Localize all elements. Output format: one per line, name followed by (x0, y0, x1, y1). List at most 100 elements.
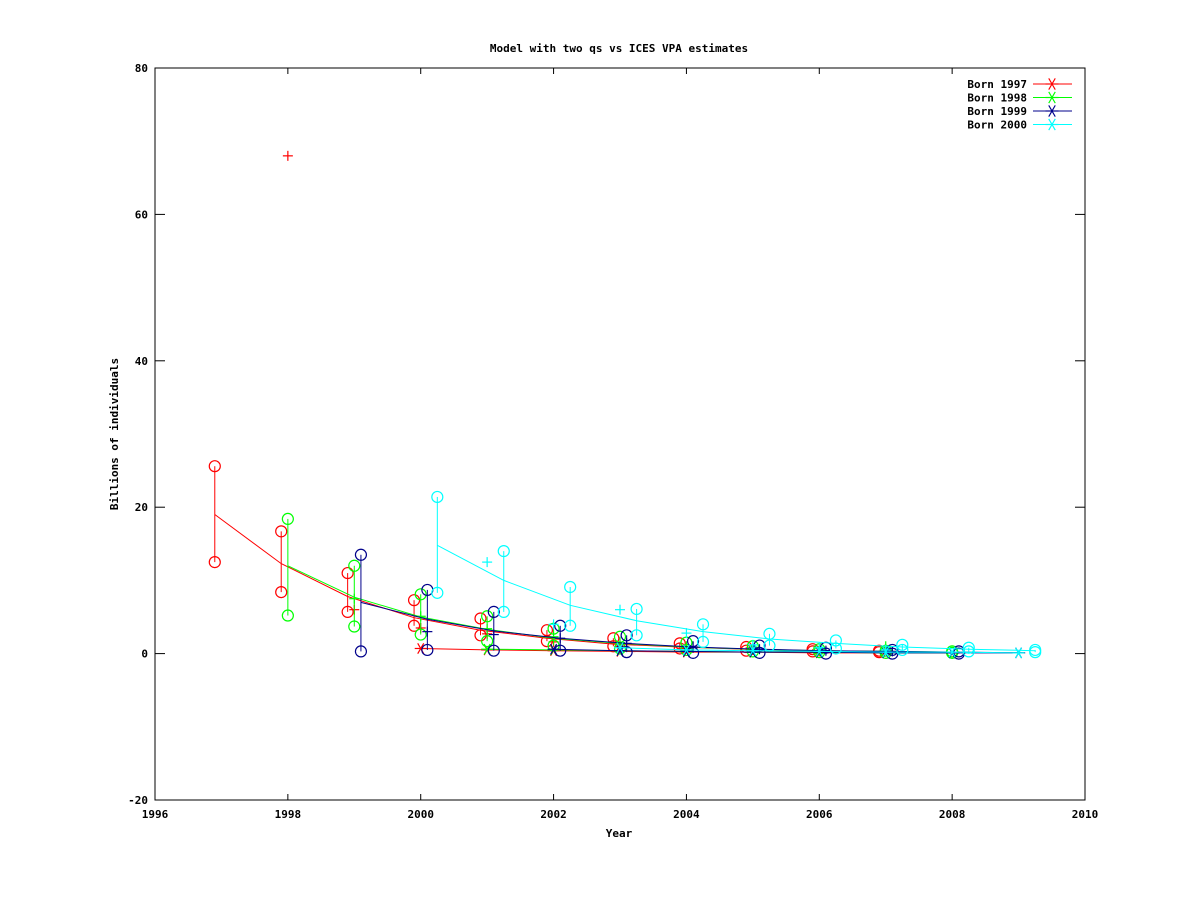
interval-high-circle (281, 512, 294, 526)
legend-swatch-star (1045, 78, 1059, 90)
star-arm (882, 646, 890, 658)
interval-low-circle (414, 628, 427, 641)
marker-line (553, 648, 1019, 654)
interval-low-circle (896, 643, 909, 657)
y-tick-label: 60 (135, 208, 148, 221)
interval-low-circle (348, 620, 361, 633)
interval-high-circle (554, 619, 567, 632)
star-arm (483, 643, 491, 655)
x-tick-label: 2010 (1072, 808, 1099, 821)
interval-high-circle (497, 545, 510, 558)
vpa-point (681, 628, 692, 639)
marker-line (420, 648, 886, 654)
y-tick-label: 80 (135, 62, 148, 75)
interval-high-circle (896, 638, 909, 651)
vpa-point (615, 604, 625, 615)
interval-high-circle (829, 634, 842, 647)
legend-label: Born 2000 (967, 119, 1027, 132)
vpa-point (621, 638, 632, 649)
interval-high-circle (1029, 643, 1042, 657)
interval-low-circle (962, 645, 975, 658)
legend-item: Born 2000 (967, 119, 1072, 132)
interval-high-circle (564, 580, 577, 594)
legend-item: Born 1997 (967, 78, 1072, 91)
star-arm (417, 642, 425, 654)
interval-high-circle (431, 490, 444, 504)
interval-low-circle (275, 586, 288, 599)
legend-item: Born 1999 (967, 105, 1072, 118)
interval-low-circle (354, 645, 368, 658)
star-marker (746, 646, 759, 658)
interval-low-circle (421, 643, 434, 657)
star-arm (616, 642, 624, 654)
interval-low-circle (208, 555, 221, 569)
x-tick-label: 2006 (806, 808, 833, 821)
interval-low-circle (407, 619, 421, 632)
vpa-point (747, 639, 758, 650)
interval-low-circle (564, 619, 577, 632)
x-tick-label: 2002 (540, 808, 567, 821)
x-tick-label: 2004 (673, 808, 700, 821)
y-tick-label: 20 (135, 501, 148, 514)
legend-label: Born 1998 (967, 92, 1027, 105)
interval-low-circle (281, 609, 294, 622)
star-marker (547, 643, 560, 655)
interval-high-circle (946, 645, 959, 658)
legend-item: Born 1998 (967, 92, 1072, 105)
plot-frame (154, 67, 1086, 801)
interval-high-circle (630, 602, 643, 616)
star-marker (879, 646, 892, 658)
interval-high-circle (962, 641, 975, 654)
star-arm (948, 646, 956, 658)
vpa-point (820, 645, 831, 656)
vpa-point (282, 150, 293, 161)
interval-high-circle (481, 610, 494, 623)
star-marker (680, 644, 693, 656)
star-arm (815, 645, 823, 657)
plot-area (208, 150, 1042, 660)
interval-low-circle (487, 644, 500, 657)
interval-high-circle (354, 548, 368, 561)
star-arm (1048, 91, 1056, 104)
interval-high-circle (208, 460, 221, 473)
vpa-point (349, 593, 360, 604)
x-tick-label: 1998 (275, 808, 302, 821)
star-arm (550, 643, 558, 655)
interval-high-circle (474, 612, 487, 625)
legend-swatch-star (1045, 91, 1059, 104)
vpa-point (422, 626, 433, 637)
y-axis-label: Billions of individuals (108, 358, 121, 510)
star-arm (682, 644, 690, 656)
star-arm (749, 645, 757, 657)
legend-label: Born 1999 (967, 105, 1027, 118)
star-marker (680, 645, 693, 657)
legend-label: Born 1997 (967, 78, 1027, 91)
star-marker (746, 645, 759, 657)
star-arm (1048, 118, 1056, 131)
axes: 1996 1998 2000 2002 2004 2006 2008 2010 -20 0 20 40… (128, 62, 1098, 821)
interval-high-circle (487, 605, 500, 618)
vpa-point (887, 646, 898, 657)
series-2 (354, 548, 1026, 660)
x-axis-label: Year (606, 827, 633, 840)
y-tick-label: 0 (141, 648, 148, 661)
interval-high-circle (540, 624, 554, 637)
interval-high-circle (275, 525, 288, 538)
x-tick-label: 2000 (407, 808, 434, 821)
interval-high-circle (348, 559, 361, 572)
star-arm (1048, 105, 1056, 117)
interval-low-circle (341, 605, 354, 618)
vpa-point (482, 557, 493, 568)
legend-swatch-star (1045, 105, 1059, 117)
star-arm (1015, 647, 1023, 659)
x-tick-label: 1996 (142, 808, 169, 821)
vpa-point (555, 633, 566, 644)
star-arm (749, 646, 757, 658)
star-marker (614, 642, 626, 654)
star-marker (813, 645, 826, 657)
vpa-point (548, 619, 559, 630)
interval-high-circle (341, 566, 354, 580)
interval-low-circle (630, 629, 643, 642)
vpa-point (488, 629, 499, 640)
